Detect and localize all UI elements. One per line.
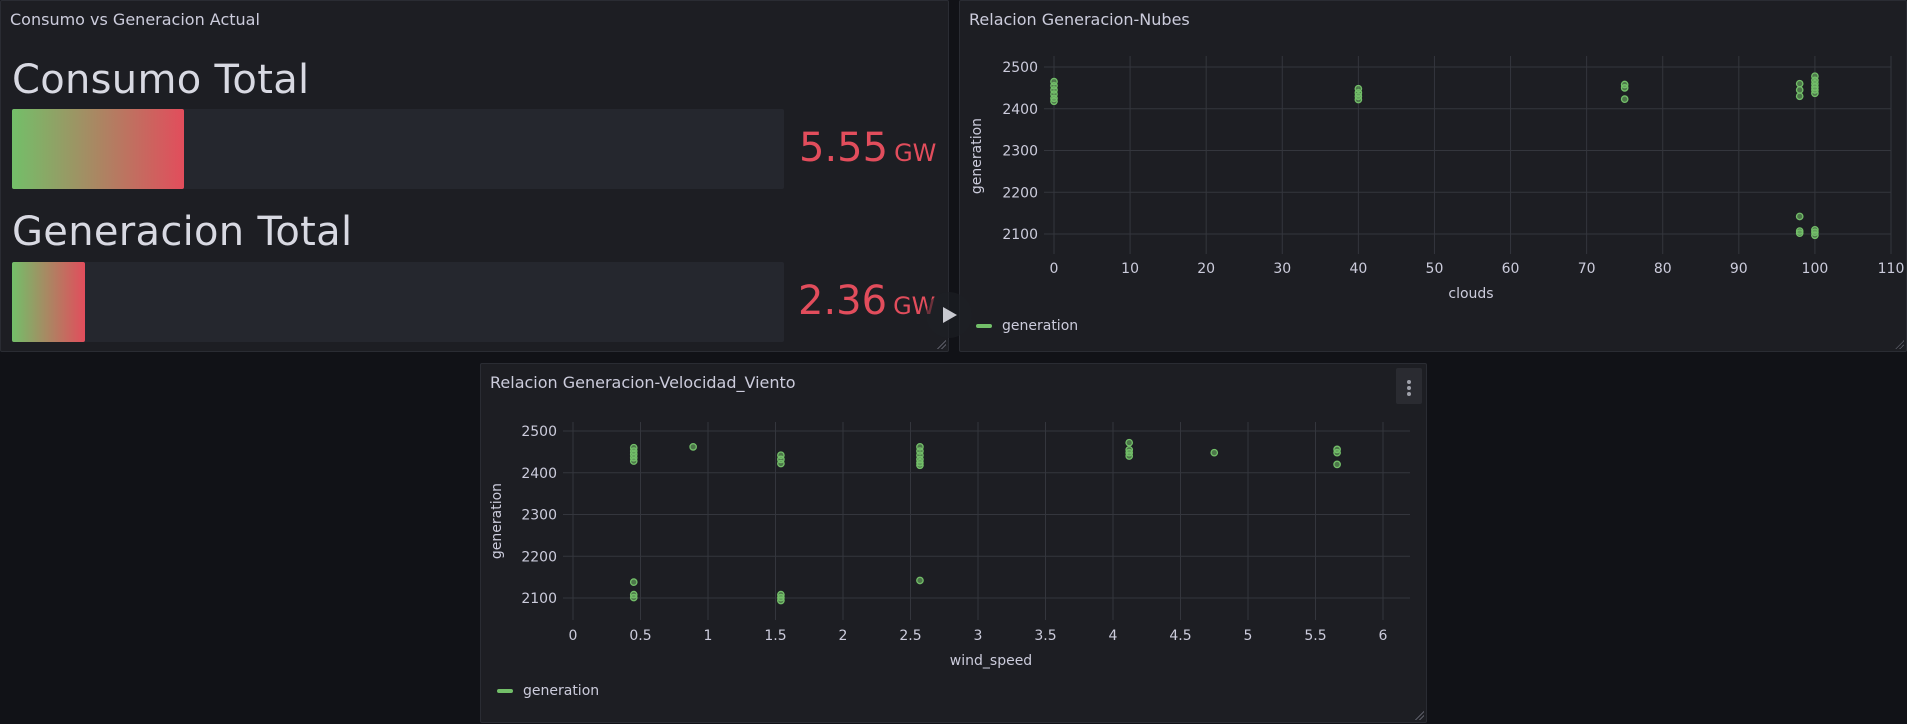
svg-text:70: 70 [1578,261,1596,277]
svg-text:wind_speed: wind_speed [950,653,1032,669]
svg-text:2.5: 2.5 [899,628,921,644]
chart-legend[interactable]: generation [976,318,1078,334]
svg-text:generation: generation [969,118,985,194]
generacion-label: Generacion Total [12,209,353,255]
svg-text:90: 90 [1730,261,1748,277]
play-icon[interactable] [926,292,972,338]
consumo-unit: GW [894,139,937,167]
generacion-value: 2.36 GW [798,278,935,324]
resize-handle[interactable] [1894,339,1904,349]
svg-text:2400: 2400 [1002,102,1038,118]
svg-text:generation: generation [489,483,505,559]
svg-text:50: 50 [1426,261,1444,277]
wind-scatter-chart: 2100 2200 2300 2400 2500 0 0.5 1 1.5 2 2.5 3 3.5 4 4.5… [489,422,1410,669]
svg-text:4: 4 [1109,628,1118,644]
panel-title: Relacion Generacion-Nubes [969,10,1190,29]
svg-text:20: 20 [1197,261,1215,277]
svg-text:1.5: 1.5 [764,628,786,644]
panel-title: Relacion Generacion-Velocidad_Viento [490,373,796,392]
svg-text:2500: 2500 [1002,60,1038,76]
svg-text:0: 0 [1050,261,1059,277]
svg-text:3.5: 3.5 [1034,628,1056,644]
svg-text:clouds: clouds [1448,286,1493,302]
svg-text:2100: 2100 [1002,227,1038,243]
generacion-value-number: 2.36 [798,278,888,324]
svg-text:2300: 2300 [1002,144,1038,160]
svg-text:3: 3 [974,628,983,644]
wind-scatter-panel: Relacion Generacion-Velocidad_Viento 210… [480,363,1427,723]
svg-text:40: 40 [1349,261,1367,277]
svg-text:30: 30 [1273,261,1291,277]
svg-text:5.5: 5.5 [1304,628,1326,644]
gauge-panel: Consumo vs Generacion Actual Consumo Tot… [0,0,949,352]
menu-dot-icon [1407,392,1411,396]
svg-text:2300: 2300 [521,508,557,524]
resize-handle[interactable] [1414,710,1424,720]
generacion-bar-fill [12,262,86,342]
svg-text:2100: 2100 [521,591,557,607]
svg-text:1: 1 [704,628,713,644]
resize-handle[interactable] [936,339,946,349]
svg-text:6: 6 [1379,628,1388,644]
clouds-scatter-panel: Relacion Generacion-Nubes 2100 2200 2300 24… [959,0,1907,352]
menu-dot-icon [1407,386,1411,390]
svg-text:2500: 2500 [521,424,557,440]
legend-swatch [976,324,992,328]
svg-text:60: 60 [1502,261,1520,277]
generacion-bar-track [12,262,784,342]
legend-label: generation [523,683,600,699]
svg-text:2400: 2400 [521,466,557,482]
svg-text:2: 2 [839,628,848,644]
consumo-value: 5.55 GW [799,125,936,171]
clouds-scatter-chart: 2100 2200 2300 2400 2500 0 10 20 30 40 50 60 70 80 90 1… [969,56,1905,302]
panel-menu-button[interactable] [1396,368,1422,404]
chart-legend[interactable]: generation [497,683,599,699]
menu-dot-icon [1407,380,1411,384]
svg-text:2200: 2200 [1002,185,1038,201]
svg-text:80: 80 [1654,261,1672,277]
consumo-value-number: 5.55 [799,125,889,171]
legend-swatch [497,689,513,693]
svg-text:5: 5 [1244,628,1253,644]
svg-text:100: 100 [1802,261,1829,277]
svg-text:110: 110 [1878,261,1905,277]
svg-text:0: 0 [569,628,578,644]
consumo-bar-fill [12,109,185,189]
svg-text:4.5: 4.5 [1169,628,1191,644]
svg-text:2200: 2200 [521,549,557,565]
legend-label: generation [1002,318,1079,334]
svg-text:10: 10 [1121,261,1139,277]
consumo-label: Consumo Total [12,57,310,103]
panel-title: Consumo vs Generacion Actual [10,10,260,29]
consumo-bar-track [12,109,784,189]
svg-text:0.5: 0.5 [629,628,651,644]
